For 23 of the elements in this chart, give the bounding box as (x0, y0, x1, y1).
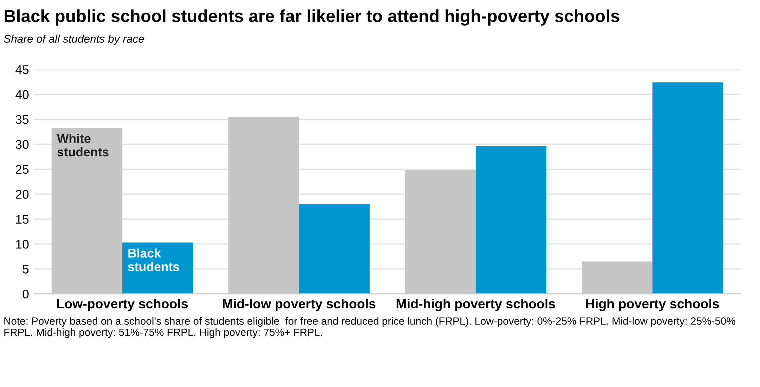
y-tick-label: 20 (16, 190, 29, 200)
y-tick-label: 5 (22, 265, 29, 274)
y-tick-label: 40 (16, 90, 29, 100)
y-tick-label: 45 (16, 66, 29, 74)
x-tick-label: Mid-low poverty schools (223, 298, 376, 312)
x-tick-label: Low-poverty schools (57, 298, 188, 312)
series-label: Black students (128, 248, 180, 272)
chart-title: Black public school students are far likelier to attend high-poverty schools (4, 10, 620, 26)
series-label: White students (57, 134, 109, 157)
x-tick-label: Mid-high poverty schools (396, 298, 556, 312)
y-tick-label: 10 (16, 240, 29, 249)
y-tick-label: 30 (16, 140, 29, 150)
bar (122, 242, 194, 294)
bar (476, 146, 547, 294)
chart-subtitle: Share of all students by race (4, 34, 144, 46)
bar (299, 204, 370, 294)
x-tick-label: High poverty schools (586, 298, 720, 312)
text: Note: Poverty based on a school's share of students eligible for free and reduced price lunch (FRPL). Low-poverty: 0%-25% FRPL. Mid-low poverty: 25%-50% FRPL. Mid-high poverty: 51%-75% FRPL. High poverty: 75%+ FRPL. (4, 317, 736, 338)
y-tick-label: 25 (16, 165, 29, 174)
y-tick-label: 15 (16, 215, 29, 224)
y-tick-label: 0 (22, 290, 29, 299)
y-tick-label: 35 (16, 115, 29, 124)
bar (652, 82, 724, 294)
